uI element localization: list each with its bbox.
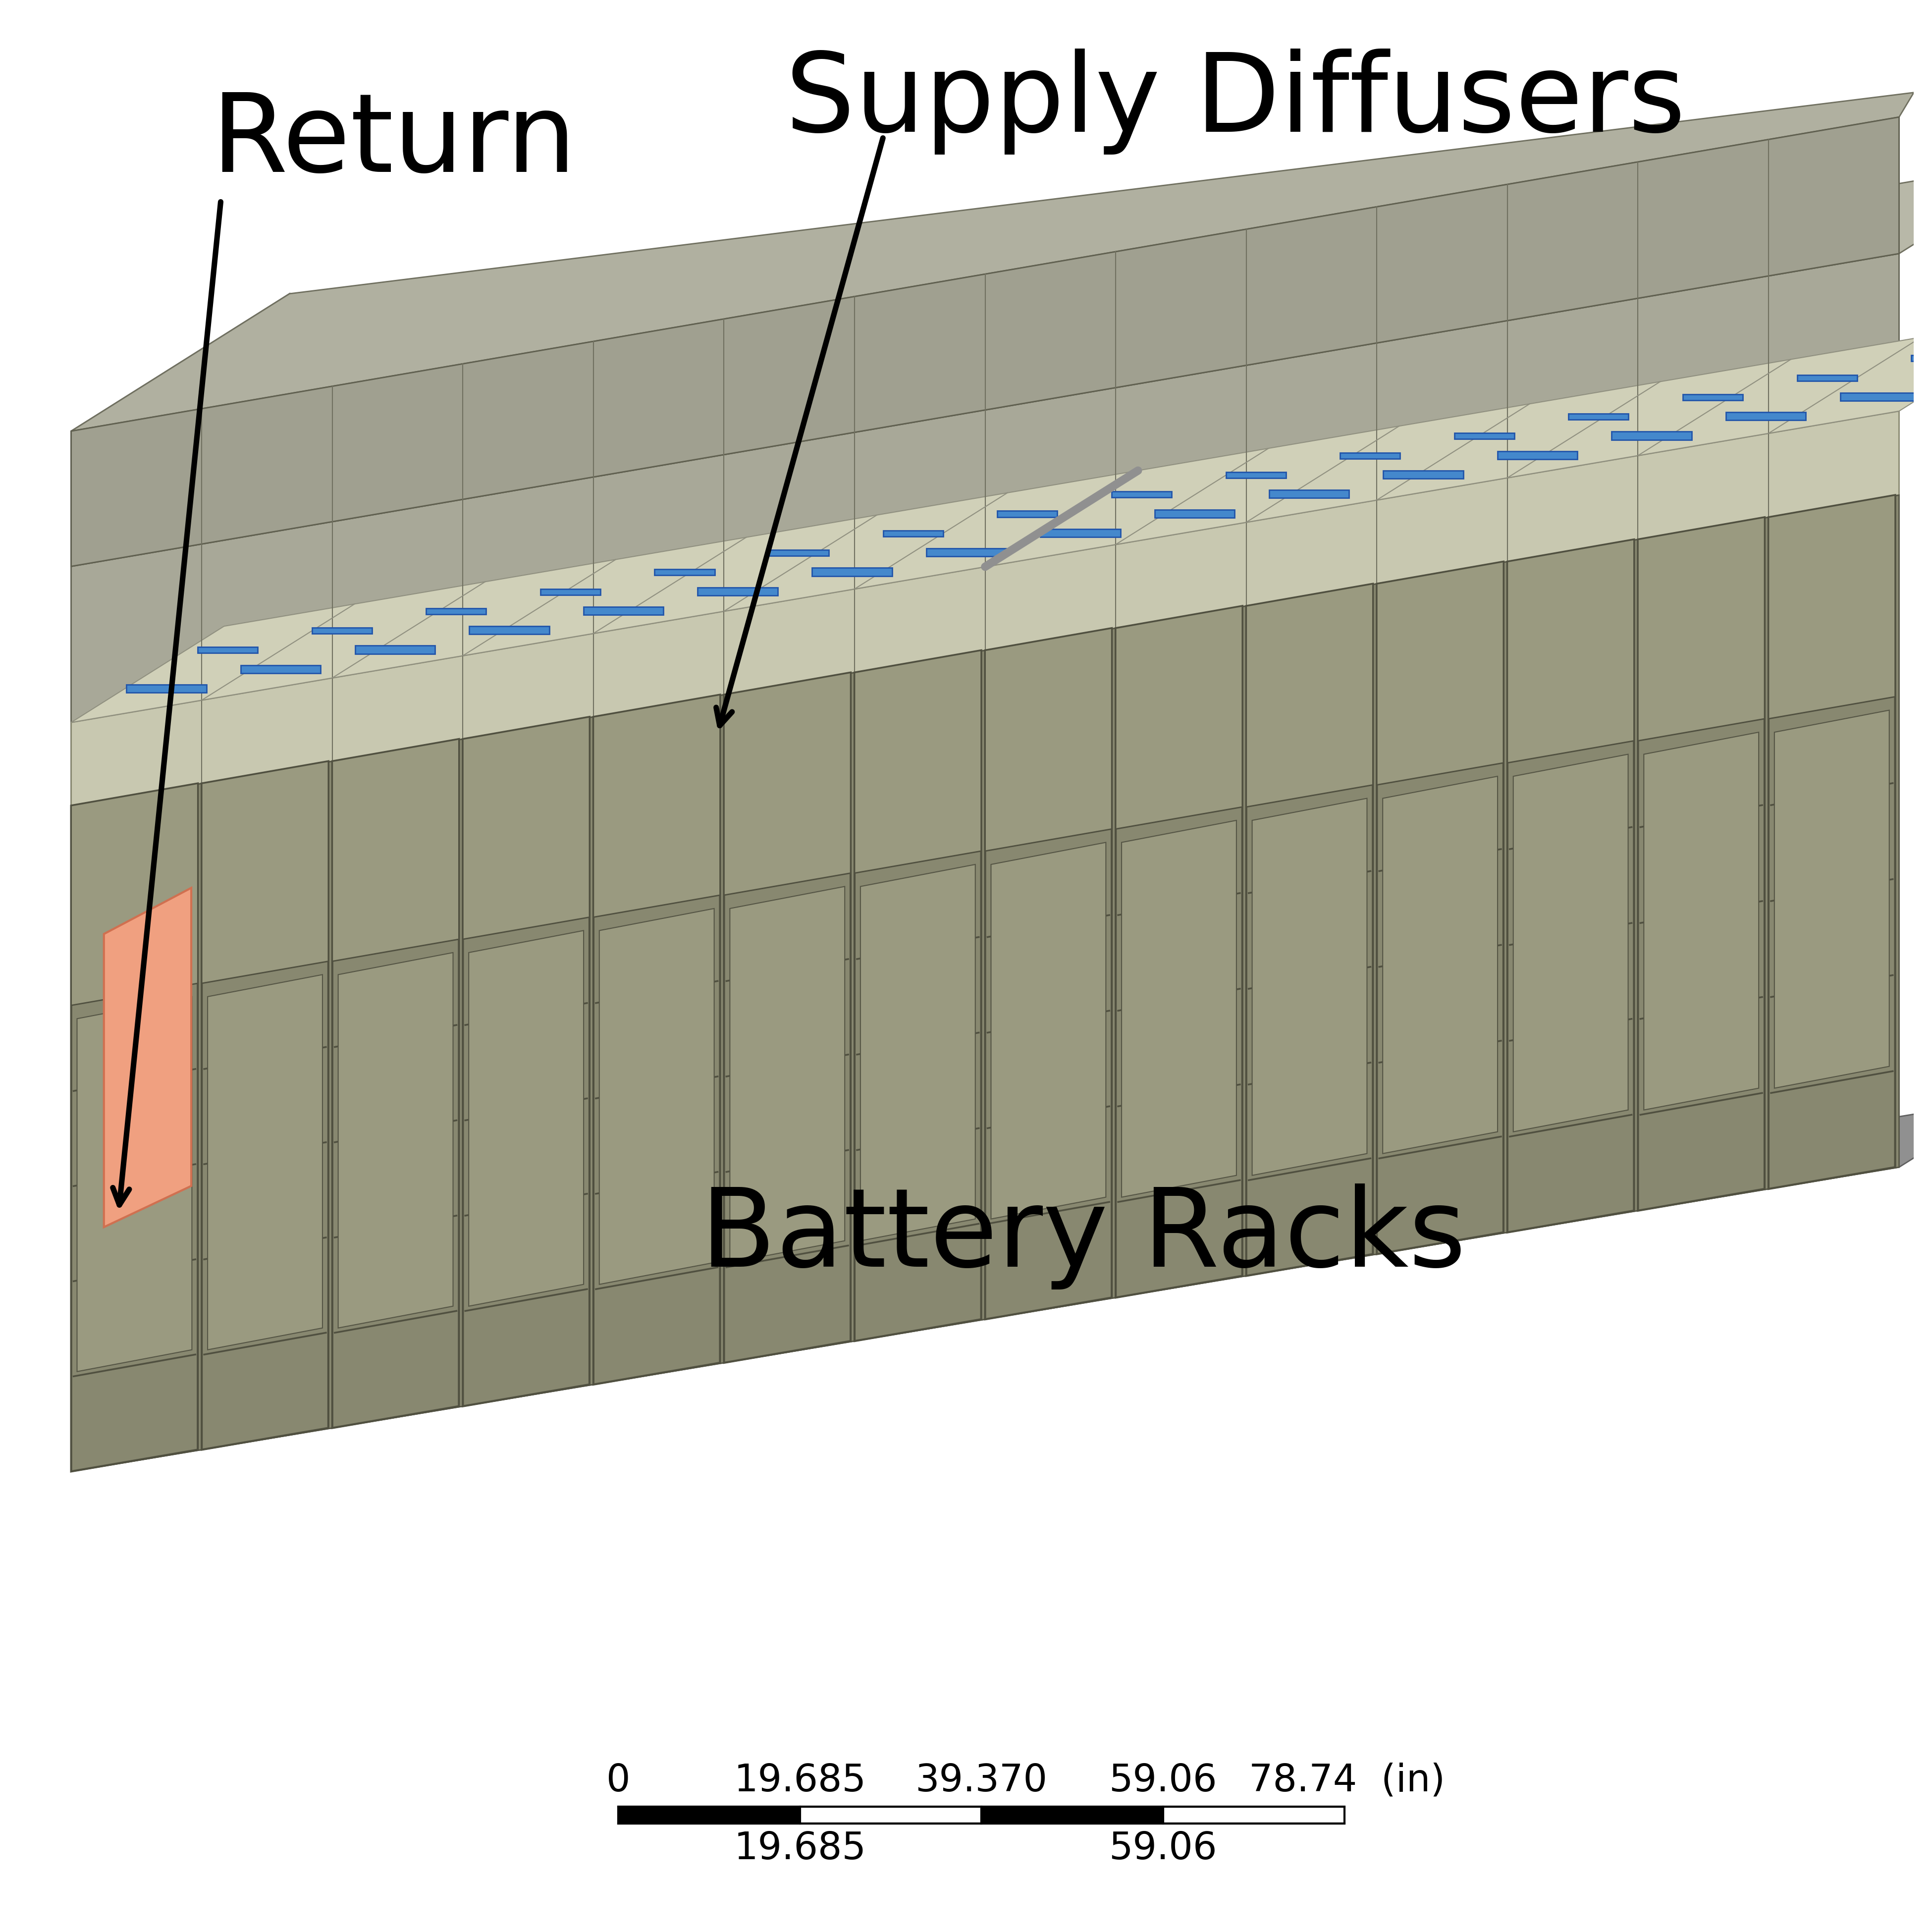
Polygon shape: [1246, 583, 1374, 808]
Text: Supply Diffusers: Supply Diffusers: [784, 48, 1685, 155]
Polygon shape: [1911, 355, 1932, 361]
Text: Battery Racks: Battery Racks: [701, 1184, 1466, 1291]
Polygon shape: [541, 589, 601, 595]
Polygon shape: [1507, 539, 1634, 763]
Polygon shape: [1252, 798, 1368, 1175]
Polygon shape: [1644, 732, 1758, 1111]
Polygon shape: [207, 974, 323, 1350]
Text: 0: 0: [607, 1762, 630, 1799]
Polygon shape: [1797, 375, 1857, 381]
Polygon shape: [925, 549, 1007, 556]
Polygon shape: [464, 717, 589, 939]
Polygon shape: [201, 761, 328, 1449]
Polygon shape: [1155, 510, 1235, 518]
Polygon shape: [242, 665, 321, 672]
Polygon shape: [1115, 607, 1242, 829]
Polygon shape: [1115, 607, 1242, 1298]
Polygon shape: [1383, 777, 1497, 1153]
Polygon shape: [1638, 518, 1764, 1211]
Polygon shape: [1683, 394, 1743, 400]
Polygon shape: [593, 696, 721, 918]
Polygon shape: [71, 118, 1899, 566]
Polygon shape: [1507, 539, 1634, 1233]
Polygon shape: [1225, 471, 1287, 477]
Text: Return: Return: [211, 89, 576, 195]
Polygon shape: [126, 684, 207, 694]
Text: 19.685: 19.685: [734, 1762, 866, 1799]
Polygon shape: [1378, 562, 1503, 1254]
Polygon shape: [800, 1806, 981, 1824]
Polygon shape: [71, 93, 1915, 431]
Polygon shape: [1111, 491, 1171, 498]
Polygon shape: [71, 253, 1899, 723]
Polygon shape: [71, 1099, 1932, 1472]
Polygon shape: [593, 696, 721, 1385]
Polygon shape: [997, 510, 1057, 518]
Polygon shape: [427, 609, 487, 614]
Polygon shape: [1378, 562, 1503, 784]
Polygon shape: [71, 118, 1899, 566]
Polygon shape: [1768, 495, 1895, 719]
Polygon shape: [355, 645, 435, 653]
Polygon shape: [724, 672, 850, 1362]
Polygon shape: [1569, 413, 1629, 419]
Polygon shape: [77, 997, 191, 1372]
Polygon shape: [1122, 821, 1236, 1198]
Polygon shape: [1513, 753, 1629, 1132]
Polygon shape: [338, 952, 452, 1327]
Polygon shape: [71, 412, 1899, 806]
Polygon shape: [197, 647, 257, 653]
Polygon shape: [1163, 1806, 1345, 1824]
Text: 78.74  (in): 78.74 (in): [1248, 1762, 1445, 1799]
Polygon shape: [1725, 412, 1806, 421]
Polygon shape: [71, 784, 197, 1005]
Polygon shape: [71, 156, 1932, 566]
Polygon shape: [1497, 452, 1577, 460]
Polygon shape: [1768, 495, 1895, 1188]
Text: 59.06: 59.06: [1109, 1762, 1217, 1799]
Polygon shape: [655, 570, 715, 576]
Polygon shape: [991, 842, 1105, 1219]
Polygon shape: [769, 551, 829, 556]
Polygon shape: [1269, 491, 1349, 498]
Polygon shape: [464, 717, 589, 1406]
Polygon shape: [724, 672, 850, 895]
Polygon shape: [854, 651, 981, 1341]
Polygon shape: [860, 864, 976, 1240]
Polygon shape: [71, 294, 290, 1472]
Polygon shape: [618, 1806, 800, 1824]
Polygon shape: [697, 587, 779, 595]
Polygon shape: [1611, 431, 1692, 440]
Polygon shape: [1839, 392, 1920, 400]
Text: 39.370: 39.370: [916, 1762, 1047, 1799]
Polygon shape: [730, 887, 844, 1264]
Polygon shape: [1246, 583, 1374, 1275]
Polygon shape: [1341, 452, 1401, 458]
Polygon shape: [332, 740, 460, 1428]
Polygon shape: [811, 568, 893, 576]
Polygon shape: [71, 784, 197, 1472]
Polygon shape: [985, 628, 1111, 852]
Polygon shape: [469, 931, 583, 1306]
Polygon shape: [104, 889, 191, 1227]
Polygon shape: [1383, 471, 1463, 479]
Polygon shape: [985, 628, 1111, 1320]
Polygon shape: [883, 531, 943, 537]
Polygon shape: [332, 740, 460, 962]
Polygon shape: [1638, 518, 1764, 740]
Polygon shape: [1041, 529, 1121, 537]
Polygon shape: [1455, 433, 1515, 439]
Polygon shape: [599, 908, 715, 1285]
Polygon shape: [583, 607, 663, 614]
Polygon shape: [469, 626, 549, 634]
Polygon shape: [71, 495, 1899, 1472]
Polygon shape: [854, 651, 981, 873]
Text: 19.685: 19.685: [734, 1832, 866, 1868]
Polygon shape: [981, 1806, 1163, 1824]
Text: 59.06: 59.06: [1109, 1832, 1217, 1868]
Polygon shape: [201, 761, 328, 983]
Polygon shape: [71, 315, 1932, 723]
Polygon shape: [1774, 711, 1889, 1088]
Polygon shape: [311, 628, 371, 634]
